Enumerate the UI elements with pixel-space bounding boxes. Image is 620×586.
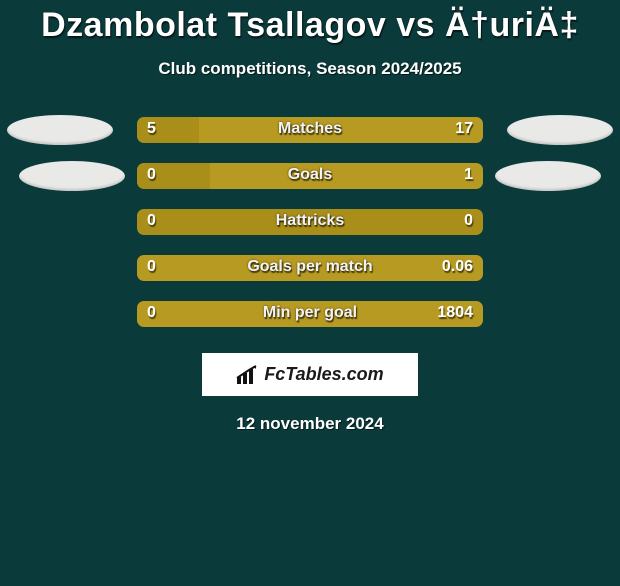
- stat-row: Hattricks00: [0, 209, 620, 255]
- brand-box[interactable]: FcTables.com: [202, 353, 418, 396]
- stat-bar-left: [137, 209, 483, 235]
- stat-row: Matches517: [0, 117, 620, 163]
- stat-bar-track: [137, 209, 483, 235]
- stat-row: Goals per match00.06: [0, 255, 620, 301]
- page-title: Dzambolat Tsallagov vs Ä†uriÄ‡: [0, 6, 620, 45]
- page-date: 12 november 2024: [0, 414, 620, 434]
- bars-icon: [236, 365, 260, 385]
- stat-row: Goals01: [0, 163, 620, 209]
- stat-bar-track: [137, 301, 483, 327]
- stat-bar-right: [137, 255, 483, 281]
- brand-text: FcTables.com: [264, 364, 383, 385]
- stat-bar-track: [137, 117, 483, 143]
- brand-label: FcTables.com: [236, 364, 383, 385]
- stats-container: Matches517Goals01Hattricks00Goals per ma…: [0, 117, 620, 347]
- page-subtitle: Club competitions, Season 2024/2025: [0, 59, 620, 79]
- stat-bar-right: [210, 163, 483, 189]
- right-badge: [507, 115, 613, 145]
- stat-bar-right: [137, 301, 483, 327]
- left-badge: [7, 115, 113, 145]
- stat-bar-left: [137, 117, 199, 143]
- stat-bar-track: [137, 255, 483, 281]
- left-badge: [19, 161, 125, 191]
- stat-bar-track: [137, 163, 483, 189]
- stat-bar-left: [137, 163, 210, 189]
- stat-bar-right: [199, 117, 483, 143]
- stat-row: Min per goal01804: [0, 301, 620, 347]
- right-badge: [495, 161, 601, 191]
